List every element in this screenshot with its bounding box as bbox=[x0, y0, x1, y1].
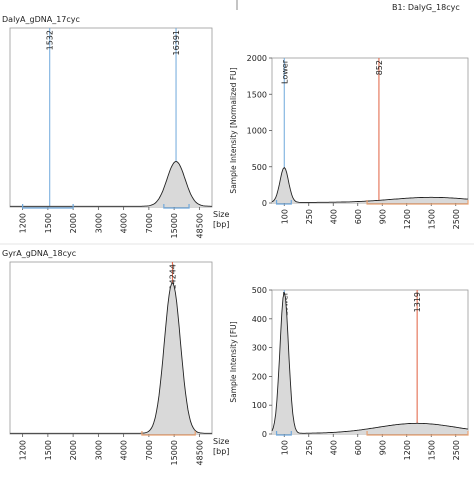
integration-range bbox=[366, 431, 469, 436]
x-tick-label: 600 bbox=[354, 440, 363, 455]
x-tick-label: 1200 bbox=[403, 209, 412, 229]
x-tick-label: 1500 bbox=[427, 209, 436, 229]
x-tick-label: 4000 bbox=[120, 213, 129, 233]
x-tick-label: 2000 bbox=[69, 440, 78, 460]
integration-range bbox=[141, 431, 196, 436]
y-tick-label: 1500 bbox=[247, 90, 267, 99]
peak-marker-label: 1532 bbox=[46, 30, 55, 50]
trace-area bbox=[272, 292, 468, 434]
plot-frame bbox=[271, 289, 469, 435]
y-tick-label: 200 bbox=[252, 372, 267, 381]
peak-marker-label: 1319 bbox=[413, 292, 422, 312]
peak-marker-label: Lower bbox=[280, 59, 289, 84]
x-tick-label: 7000 bbox=[145, 213, 154, 233]
trace-line bbox=[271, 166, 468, 203]
x-tick-label: 15000 bbox=[170, 213, 179, 238]
x-tick-label: 48500 bbox=[195, 213, 204, 238]
x-tick-label: 3000 bbox=[94, 213, 103, 233]
x-tick-label: 1500 bbox=[44, 440, 53, 460]
panel-1: DalyA_gDNA_17cyc 1200 1500 2000 3000 4000 7000… bbox=[2, 15, 230, 238]
x-axis-label: Size bbox=[213, 210, 230, 219]
plot-frame bbox=[271, 57, 469, 204]
integration-range bbox=[366, 200, 469, 205]
x-tick-label: 7000 bbox=[145, 440, 154, 460]
x-tick-label: 900 bbox=[378, 440, 387, 455]
y-tick-label: 0 bbox=[262, 199, 267, 208]
x-tick-label: 900 bbox=[378, 209, 387, 224]
x-tick-label: 600 bbox=[354, 209, 363, 224]
panel-3: GyrA_gDNA_18cyc 1200 1500 2000 3000 4000 7000 1… bbox=[2, 249, 230, 465]
peak-marker-label: 14244 bbox=[168, 264, 177, 289]
x-tick-label: 2500 bbox=[452, 440, 461, 460]
panel-title: GyrA_gDNA_18cyc bbox=[2, 249, 76, 258]
trace-line bbox=[10, 161, 212, 207]
peak-marker-label: 852 bbox=[375, 60, 384, 75]
trace-area bbox=[10, 161, 212, 207]
y-tick-label: 2000 bbox=[247, 54, 267, 63]
y-tick-label: 100 bbox=[252, 401, 267, 410]
x-tick-label: 1500 bbox=[427, 440, 436, 460]
integration-range bbox=[163, 204, 190, 209]
x-tick-label: 1200 bbox=[19, 213, 28, 233]
x-tick-label: 48500 bbox=[195, 440, 204, 465]
x-axis-label: [bp] bbox=[213, 447, 229, 456]
integration-range bbox=[275, 431, 292, 436]
x-tick-label: 400 bbox=[329, 209, 338, 224]
x-tick-label: 250 bbox=[305, 209, 314, 224]
y-tick-label: 400 bbox=[252, 315, 267, 324]
x-tick-label: 2000 bbox=[69, 213, 78, 233]
panel-2: B1: DalyG_18cyc 0 500 1000 1500 2000 Sample In… bbox=[229, 3, 469, 229]
trace-line bbox=[271, 292, 469, 434]
y-tick-label: 0 bbox=[262, 430, 267, 439]
y-tick-label: 500 bbox=[252, 286, 267, 295]
y-axis-label: Sample Intensity [Normalized FU] bbox=[229, 67, 238, 193]
x-tick-label: 100 bbox=[280, 209, 289, 224]
integration-range bbox=[22, 204, 74, 209]
y-tick-label: 300 bbox=[252, 344, 267, 353]
trace-area bbox=[10, 283, 212, 434]
x-tick-label: 100 bbox=[280, 440, 289, 455]
x-tick-label: 15000 bbox=[170, 440, 179, 465]
x-tick-label: 1200 bbox=[19, 440, 28, 460]
x-tick-label: 4000 bbox=[120, 440, 129, 460]
x-tick-label: 1200 bbox=[403, 440, 412, 460]
panel-4: 0 100 200 300 400 500 Sample Intensity [FU] 100… bbox=[229, 286, 469, 460]
x-tick-label: 2500 bbox=[452, 209, 461, 229]
x-tick-label: 3000 bbox=[94, 440, 103, 460]
integration-range bbox=[275, 200, 292, 205]
x-tick-label: 400 bbox=[329, 440, 338, 455]
panel-title: DalyA_gDNA_17cyc bbox=[2, 15, 80, 24]
x-axis-label: Size bbox=[213, 437, 230, 446]
peak-marker-label: 16391 bbox=[172, 30, 181, 55]
x-tick-label: 250 bbox=[305, 440, 314, 455]
y-tick-label: 500 bbox=[252, 163, 267, 172]
y-tick-label: 1000 bbox=[247, 127, 267, 136]
trace-area bbox=[272, 167, 468, 203]
x-axis-label: [bp] bbox=[213, 220, 229, 229]
x-tick-label: 1500 bbox=[44, 213, 53, 233]
y-axis-label: Sample Intensity [FU] bbox=[229, 321, 238, 402]
panel-title: B1: DalyG_18cyc bbox=[392, 3, 460, 12]
trace-line bbox=[10, 282, 212, 434]
